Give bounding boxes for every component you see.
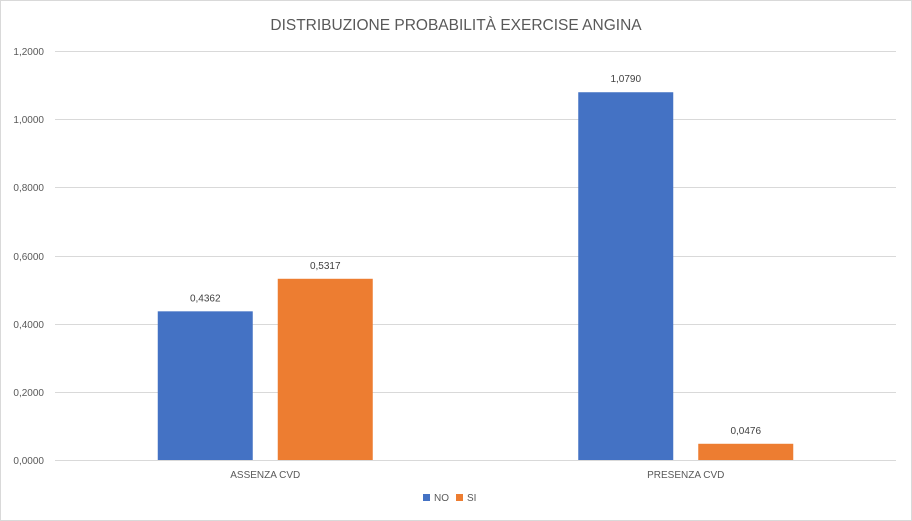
y-tick-label: 1,2000	[13, 47, 44, 58]
category-label: ASSENZA CVD	[230, 470, 300, 481]
y-tick-label: 0,8000	[13, 183, 44, 194]
y-tick-label: 0,2000	[13, 388, 44, 399]
y-tick-label: 0,4000	[13, 320, 44, 331]
y-tick-label: 1,0000	[13, 115, 44, 126]
x-axis-categories: ASSENZA CVD PRESENZA CVD	[230, 470, 724, 481]
data-label: 0,0476	[730, 426, 761, 437]
bar-si-1	[277, 278, 373, 460]
y-tick-label: 0,6000	[13, 252, 44, 263]
bar-no-2	[578, 92, 674, 460]
legend-swatch-si	[456, 494, 463, 501]
legend: NO SI	[423, 493, 476, 504]
legend-label-no: NO	[434, 493, 449, 504]
legend-swatch-no	[423, 494, 430, 501]
category-label: PRESENZA CVD	[647, 470, 724, 481]
y-tick-label: 0,0000	[13, 456, 44, 467]
bar-no-1	[157, 311, 253, 460]
chart-title: DISTRIBUZIONE PROBABILITÀ EXERCISE ANGIN…	[270, 17, 642, 34]
data-label: 0,4362	[190, 293, 221, 304]
bar-si-2	[698, 443, 794, 460]
legend-label-si: SI	[467, 493, 476, 504]
data-labels: 0,4362 0,5317 1,0790 0,0476	[190, 74, 762, 437]
data-label: 0,5317	[310, 261, 341, 272]
y-axis-ticks: 0,0000 0,2000 0,4000 0,6000 0,8000 1,0000 1,20…	[13, 47, 44, 467]
bars	[157, 92, 794, 460]
data-label: 1,0790	[610, 74, 641, 85]
